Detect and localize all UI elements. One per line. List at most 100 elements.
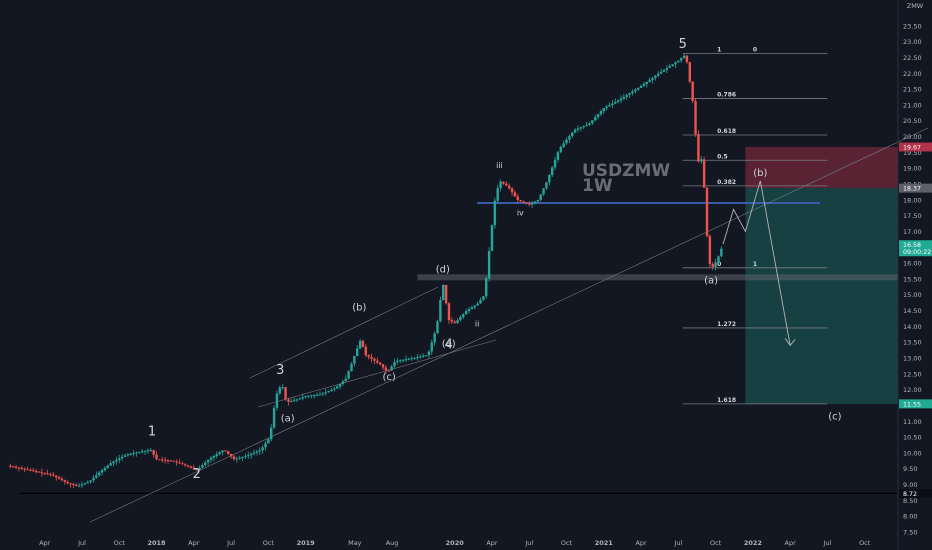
candle-body xyxy=(702,159,706,188)
candle-body xyxy=(697,134,700,162)
candle-body xyxy=(264,443,267,448)
candle-body xyxy=(163,459,167,461)
candle-body xyxy=(464,311,468,315)
time-tick-label: Jul xyxy=(673,539,682,547)
candle-body xyxy=(238,457,241,459)
price-badge-label: 16.58 xyxy=(903,242,921,249)
candle-body xyxy=(29,469,32,471)
candle-body xyxy=(333,388,336,390)
candle-body xyxy=(34,471,38,473)
candle-body xyxy=(548,175,551,183)
candle-body xyxy=(189,466,193,468)
candle-body xyxy=(439,299,442,322)
fib-level-label: 0.786 xyxy=(717,92,736,99)
candle-body xyxy=(453,321,456,324)
candle-body xyxy=(505,183,508,186)
candle-body xyxy=(485,278,488,297)
wave-label: (e) xyxy=(442,339,456,350)
candle-body xyxy=(677,60,680,63)
candle-body xyxy=(571,132,574,137)
time-tick-label: 2020 xyxy=(446,539,465,547)
candle-body xyxy=(599,111,603,115)
wave-label: (c) xyxy=(382,372,395,383)
time-tick-label: Apr xyxy=(635,539,647,547)
candle-body xyxy=(582,126,585,128)
projection-path xyxy=(722,180,796,347)
price-tick-label: 23.00 xyxy=(903,38,922,46)
candle-body xyxy=(358,340,362,349)
candle-body xyxy=(123,455,127,457)
currency-label: ZMW xyxy=(907,2,924,10)
candle-body xyxy=(141,451,144,453)
candle-body xyxy=(631,91,634,94)
price-tick-label: 19.00 xyxy=(903,165,922,173)
candle-body xyxy=(46,473,49,475)
candle-body xyxy=(668,66,671,68)
candle-body xyxy=(52,474,55,476)
candle-body xyxy=(714,262,717,267)
candle-body xyxy=(54,475,58,478)
candle-body xyxy=(315,394,319,396)
candle-body xyxy=(476,303,479,306)
candle-body xyxy=(487,250,491,279)
candle-body xyxy=(310,395,313,397)
price-tick-label: 20.50 xyxy=(903,117,922,125)
wave-labels: 1 2 3 4 5 (a) (b) (c) (d) (e) iii iv ii (a) (b) (c) xyxy=(148,37,842,482)
candle-body xyxy=(212,455,216,458)
candle-body xyxy=(680,58,683,61)
price-badge-label: 8.72 xyxy=(903,491,917,498)
candle-body xyxy=(169,460,173,462)
candle-body xyxy=(608,105,611,107)
candle-body xyxy=(215,454,218,456)
candle-body xyxy=(221,450,224,453)
candle-body xyxy=(539,194,542,201)
fib-level-label: 1.618 xyxy=(717,397,736,404)
candle-body xyxy=(665,67,669,70)
candle-body xyxy=(436,321,439,334)
candle-body xyxy=(284,387,287,400)
candle-body xyxy=(347,371,350,379)
candle-body xyxy=(330,389,333,391)
price-badge-label: 18.37 xyxy=(903,186,921,193)
price-tick-label: 22.00 xyxy=(903,70,922,78)
candle-body xyxy=(456,320,459,324)
candle-body xyxy=(614,101,617,104)
candle-body xyxy=(407,358,411,360)
fib-level-label-right: 0 xyxy=(753,47,757,54)
candle-body xyxy=(642,83,646,86)
candle-body xyxy=(651,77,654,80)
price-tick-label: 9.00 xyxy=(903,481,917,489)
candle-body xyxy=(682,55,686,59)
candle-body xyxy=(112,461,115,464)
candle-body xyxy=(424,355,428,357)
wave-label: (b) xyxy=(352,303,366,314)
time-axis[interactable]: Apr Jul Oct 2018 Apr Jul Oct 2019 May Aug 2020 Apr J… xyxy=(39,539,871,547)
candle-body xyxy=(344,378,347,382)
candle-body xyxy=(63,480,66,482)
candle-body xyxy=(152,450,155,455)
candle-body xyxy=(591,120,594,124)
fib-level-label: 0 xyxy=(717,261,721,268)
time-tick-label: Oct xyxy=(859,539,871,547)
candle-body xyxy=(290,400,293,402)
price-tick-label: 23.50 xyxy=(903,22,922,30)
price-tick-label: 17.00 xyxy=(903,228,922,236)
price-tick-label: 12.50 xyxy=(903,370,922,378)
price-tick-label: 7.50 xyxy=(903,529,917,537)
candle-body xyxy=(350,363,353,372)
candle-body xyxy=(218,452,221,455)
candle-body xyxy=(473,305,476,308)
fib-level-label-right: 1 xyxy=(753,261,757,268)
candle-body xyxy=(602,108,605,112)
candle-body xyxy=(639,85,643,88)
candle-body xyxy=(9,465,12,467)
candle-body xyxy=(553,159,557,168)
candle-body xyxy=(295,399,299,401)
candle-body xyxy=(244,456,247,458)
candle-body xyxy=(499,181,502,189)
candle-body xyxy=(510,188,514,193)
candle-body xyxy=(393,362,396,367)
price-axis[interactable]: ZMW 7.50 8.00 8.50 9.00 9.50 10.00 10.50 11.00 1… xyxy=(897,0,924,550)
